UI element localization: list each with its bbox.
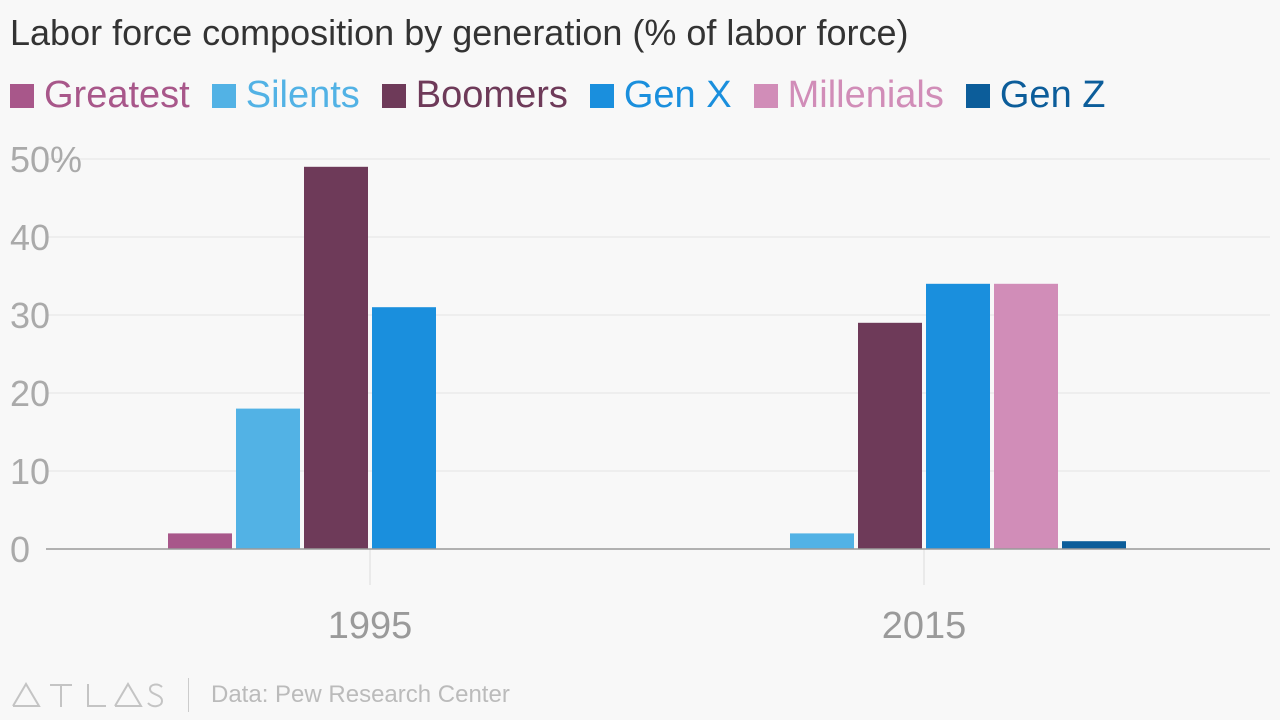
legend-swatch	[589, 83, 614, 108]
bar-gen-x-1995	[372, 307, 436, 549]
legend-item-silents: Silents	[211, 74, 360, 117]
legend-item-gen-z: Gen Z	[965, 74, 1106, 117]
legend-label: Boomers	[415, 74, 568, 116]
y-tick-label: 10	[10, 451, 50, 492]
legend-label: Millenials	[787, 74, 944, 116]
y-tick-label: 40	[10, 217, 50, 258]
legend-label: Greatest	[44, 74, 190, 116]
x-tick-label: 2015	[882, 605, 967, 647]
legend-swatch	[753, 83, 778, 108]
bar-silents-2015	[790, 533, 854, 549]
legend-swatch	[965, 83, 990, 108]
y-tick-label: 30	[10, 295, 50, 336]
source-note: Data: Pew Research Center	[211, 681, 510, 708]
legend-item-millenials: Millenials	[753, 74, 944, 117]
legend-swatch	[381, 83, 406, 108]
legend-label: Gen X	[623, 74, 732, 116]
legend-swatch	[10, 83, 34, 108]
legend-item-greatest: Greatest	[10, 74, 190, 117]
chart-title: Labor force composition by generation (%…	[10, 12, 909, 53]
legend-swatch	[211, 83, 236, 108]
x-tick-label: 1995	[328, 605, 413, 647]
footer: Data: Pew Research Center	[12, 678, 510, 712]
bar-millenials-2015	[994, 283, 1058, 549]
bar-boomers-2015	[858, 322, 922, 549]
bar-silents-1995	[236, 408, 300, 549]
footer-divider	[188, 678, 189, 712]
y-tick-label: 50%	[10, 139, 82, 180]
chart-legend: Greatest Silents Boomers Gen X Millenials Gen…	[10, 74, 1127, 117]
legend-item-boomers: Boomers	[381, 74, 568, 117]
y-tick-label: 0	[10, 529, 30, 570]
legend-label: Silents	[245, 74, 360, 116]
legend-label: Gen Z	[999, 74, 1106, 116]
bar-gen-x-2015	[926, 283, 990, 549]
bar-greatest-1995	[168, 533, 232, 549]
legend-item-gen-x: Gen X	[589, 74, 732, 117]
bar-gen-z-2015	[1062, 541, 1126, 549]
y-tick-label: 20	[10, 373, 50, 414]
atlas-logo	[12, 680, 164, 710]
bar-boomers-1995	[304, 166, 368, 550]
